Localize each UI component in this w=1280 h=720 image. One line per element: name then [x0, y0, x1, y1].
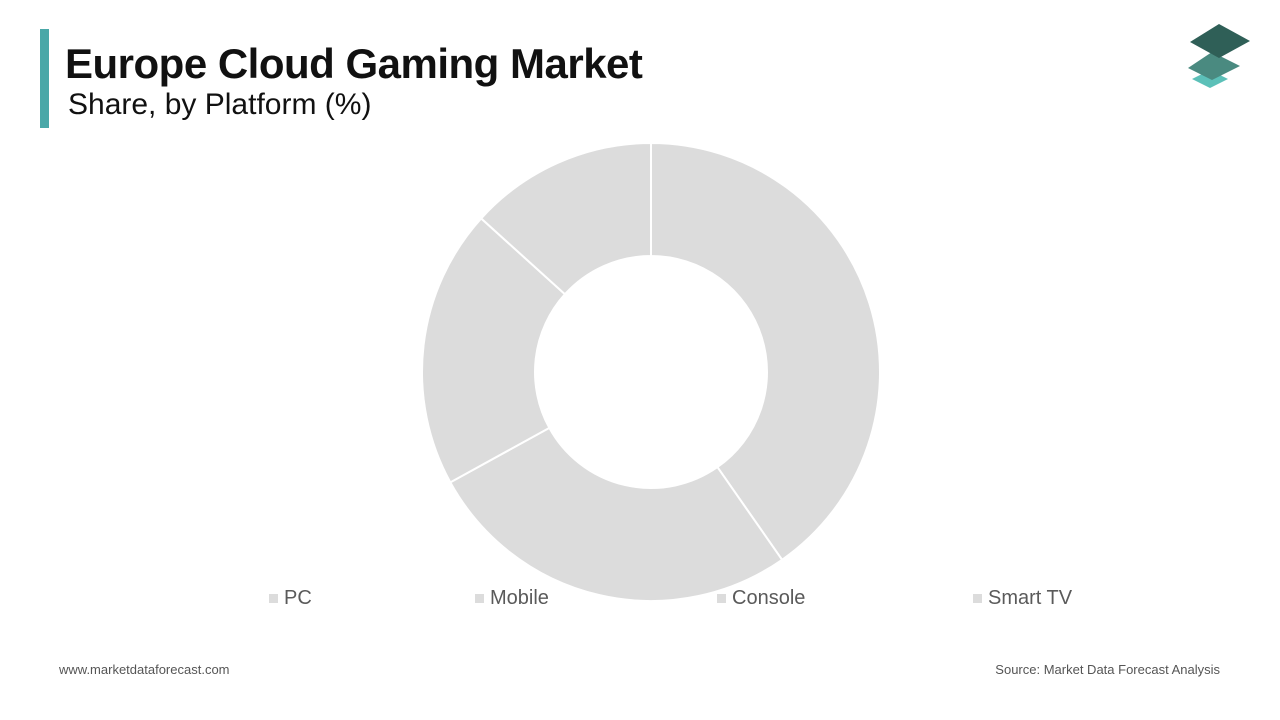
logo-layer-middle — [1188, 52, 1240, 80]
legend-label: PC — [284, 586, 312, 609]
footer-website: www.marketdataforecast.com — [59, 662, 230, 677]
donut-slice-console — [421, 217, 567, 484]
donut-slice-pc — [650, 141, 881, 562]
legend-label: Smart TV — [988, 586, 1073, 609]
legend-swatch — [269, 593, 278, 603]
logo-layer-top — [1190, 24, 1250, 58]
stacked-layers-logo-icon — [1188, 24, 1250, 88]
legend-label: Console — [732, 586, 806, 609]
legend-item-pc: PC — [269, 586, 312, 610]
footer-source: Source: Market Data Forecast Analysis — [995, 662, 1220, 677]
legend-item-smart-tv: Smart TV — [973, 586, 1072, 610]
legend-swatch — [475, 593, 484, 603]
legend-swatch — [973, 593, 982, 603]
legend-item-mobile: Mobile — [475, 586, 549, 610]
page-subtitle: Share, by Platform (%) — [68, 88, 372, 121]
donut-slice-mobile — [448, 426, 784, 602]
legend-label: Mobile — [490, 586, 549, 609]
legend-item-console: Console — [717, 586, 805, 610]
donut-slice-smart-tv — [479, 141, 652, 296]
title-accent-bar — [40, 29, 49, 128]
page-title: Europe Cloud Gaming Market — [65, 40, 643, 87]
legend-swatch — [717, 593, 726, 603]
